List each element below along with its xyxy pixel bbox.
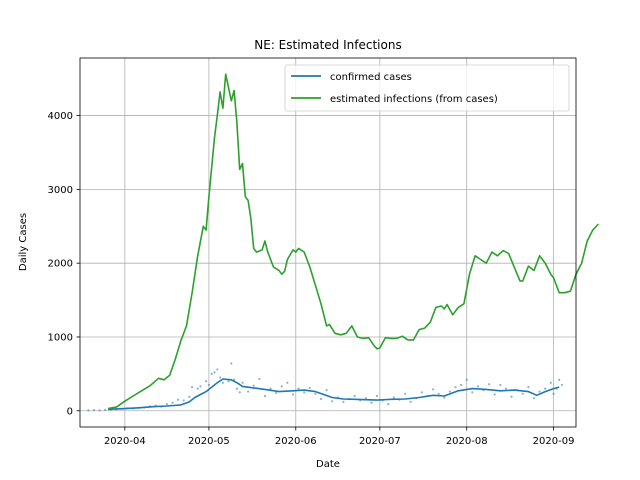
daily-case-point (488, 383, 491, 386)
y-tick-label: 0 (67, 406, 73, 417)
daily-case-point (331, 400, 334, 403)
x-tick-label: 2020-07 (359, 436, 401, 447)
legend-label-estimated: estimated infections (from cases) (330, 94, 498, 105)
daily-case-point (241, 381, 244, 384)
daily-case-point (521, 392, 524, 395)
daily-case-point (544, 387, 547, 390)
daily-case-point (558, 378, 561, 381)
daily-case-point (476, 385, 480, 388)
daily-case-point (527, 386, 530, 389)
data-layer (87, 73, 599, 412)
daily-case-point (182, 399, 185, 402)
daily-case-point (510, 395, 513, 398)
grid-layer (80, 58, 576, 427)
confirmed-cases-line (107, 378, 560, 411)
daily-case-point (216, 368, 219, 371)
x-tick-label: 2020-06 (275, 436, 317, 447)
daily-case-point (375, 394, 379, 398)
x-tick-label: 2020-04 (104, 436, 146, 447)
x-axis-title: Date (316, 459, 340, 470)
daily-case-point (210, 372, 213, 375)
x-tick-label: 2020-05 (188, 436, 230, 447)
daily-case-point (230, 362, 233, 365)
daily-case-point (364, 397, 367, 400)
x-tick-label: 2020-09 (533, 436, 575, 447)
y-axis-title: Daily Cases (18, 213, 29, 271)
daily-case-point (98, 409, 101, 412)
daily-case-point (443, 396, 446, 399)
y-tick-label: 2000 (48, 259, 73, 270)
daily-case-point (235, 387, 239, 390)
daily-case-point (280, 385, 283, 388)
estimated-infections-line (107, 73, 599, 410)
daily-case-point (227, 380, 230, 383)
daily-case-point (353, 394, 356, 398)
daily-case-point (504, 387, 508, 390)
daily-case-point (420, 391, 423, 394)
daily-case-point (560, 383, 564, 387)
daily-case-point (342, 400, 345, 404)
daily-case-point (465, 378, 468, 381)
daily-case-point (221, 381, 225, 384)
daily-case-point (269, 387, 272, 390)
daily-case-point (263, 394, 267, 398)
daily-case-point (549, 381, 552, 384)
x-tick-label: 2020-08 (446, 436, 488, 447)
daily-case-point (196, 387, 199, 390)
daily-case-point (431, 388, 435, 391)
daily-case-point (403, 392, 407, 395)
daily-case-point (409, 400, 412, 404)
daily-case-point (275, 391, 278, 395)
daily-case-point (207, 383, 211, 387)
daily-case-point (387, 403, 390, 406)
daily-case-point (471, 391, 474, 394)
y-tick-label: 4000 (48, 111, 73, 122)
daily-case-point (213, 371, 216, 374)
daily-case-point (392, 396, 395, 399)
daily-case-point (190, 386, 194, 389)
daily-case-point (238, 391, 241, 394)
daily-case-point (303, 391, 306, 394)
daily-case-point (297, 387, 300, 390)
daily-case-point (552, 392, 555, 395)
daily-case-point (176, 398, 180, 401)
daily-case-point (493, 393, 496, 396)
daily-case-point (219, 376, 222, 379)
daily-case-point (370, 401, 373, 404)
legend-label-confirmed: confirmed cases (330, 72, 412, 83)
y-tick-label: 3000 (48, 185, 73, 196)
legend: confirmed cases estimated infections (fr… (284, 64, 570, 112)
daily-case-point (308, 386, 311, 389)
daily-case-point (171, 401, 174, 404)
daily-case-point (291, 393, 295, 396)
y-tick-label: 1000 (48, 332, 73, 343)
daily-case-point (499, 383, 502, 387)
daily-case-point (92, 409, 96, 412)
daily-case-point (165, 403, 168, 406)
chart-title: NE: Estimated Infections (254, 38, 401, 52)
daily-case-point (188, 395, 191, 398)
daily-case-point (314, 392, 317, 395)
daily-case-point (448, 390, 451, 393)
daily-case-point (104, 408, 107, 411)
daily-case-point (87, 409, 90, 412)
daily-case-point (286, 381, 289, 384)
daily-case-point (538, 390, 541, 393)
daily-case-point (460, 383, 463, 387)
daily-case-point (319, 397, 323, 401)
plot-frame (79, 57, 577, 428)
legend-box (284, 64, 570, 112)
daily-case-point (247, 390, 250, 393)
daily-case-point (199, 385, 202, 388)
daily-case-point (437, 392, 440, 395)
daily-case-point (205, 380, 208, 383)
daily-case-point (532, 397, 536, 400)
daily-case-point (325, 389, 328, 392)
daily-case-point (454, 386, 457, 389)
daily-case-point (252, 384, 255, 387)
daily-case-point (258, 377, 261, 381)
tick-layer: 2020-04 2020-05 2020-06 2020-07 2020-08 2020-… (48, 111, 575, 447)
